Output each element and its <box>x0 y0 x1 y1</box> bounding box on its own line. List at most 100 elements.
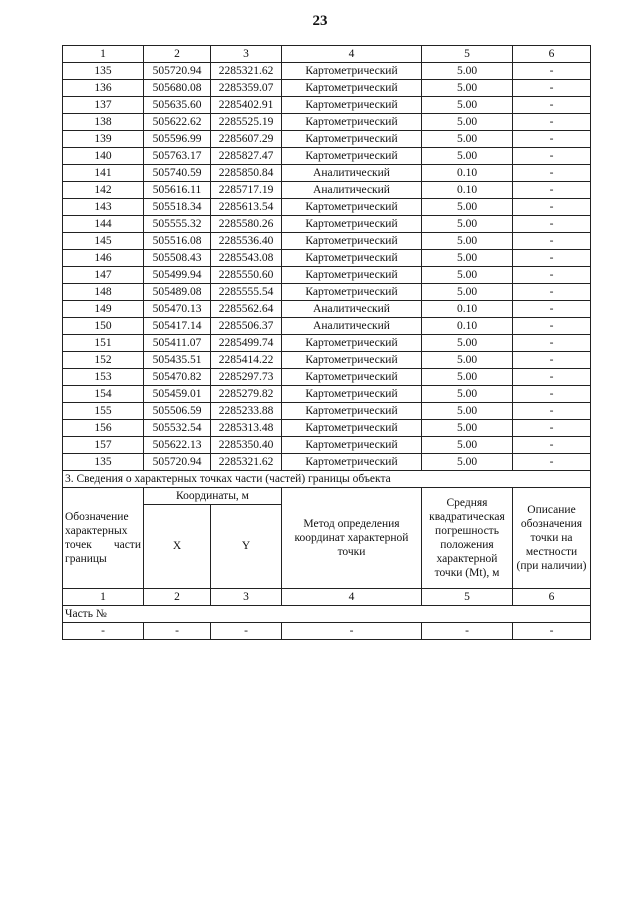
cell-error: 5.00 <box>421 385 513 403</box>
cell-description: - <box>512 113 591 131</box>
cell-description: - <box>512 164 591 182</box>
cell-description: - <box>512 147 591 165</box>
header-error: Средняя квадратическая погрешность полож… <box>421 487 513 589</box>
cell-coord-x: 505740.59 <box>143 164 211 182</box>
cell-description: - <box>512 351 591 369</box>
cell-coord-y: 2285543.08 <box>210 249 282 267</box>
cell-coord-x: 505470.82 <box>143 368 211 386</box>
cell-method: Картометрический <box>281 79 422 97</box>
cell-error: 5.00 <box>421 113 513 131</box>
cell-coord-x: 505763.17 <box>143 147 211 165</box>
cell-point-number: 154 <box>62 385 144 403</box>
cell-point-number: 148 <box>62 283 144 301</box>
col-num: 2 <box>143 45 211 63</box>
cell-method: Картометрический <box>281 266 422 284</box>
col-num: 4 <box>281 588 422 606</box>
cell-point-number: 135 <box>62 62 144 80</box>
cell-coord-y: 2285414.22 <box>210 351 282 369</box>
cell-error: 5.00 <box>421 215 513 233</box>
cell-coord-x: 505680.08 <box>143 79 211 97</box>
cell-method: Картометрический <box>281 130 422 148</box>
cell-coord-x: 505470.13 <box>143 300 211 318</box>
cell-error: 5.00 <box>421 266 513 284</box>
cell-coord-x: 505411.07 <box>143 334 211 352</box>
cell-description: - <box>512 249 591 267</box>
cell-point-number: 144 <box>62 215 144 233</box>
col-num: 1 <box>62 588 144 606</box>
table-row: 152 505435.51 2285414.22 Картометрический 5.… <box>62 351 591 369</box>
cell-method: Картометрический <box>281 113 422 131</box>
table-row: 150 505417.14 2285506.37 Аналитический 0.10- <box>62 317 591 335</box>
cell-coord-x: 505499.94 <box>143 266 211 284</box>
table-row: 155 505506.59 2285233.88 Картометрический 5.… <box>62 402 591 420</box>
header-description: Описание обозначения точки на местности … <box>512 487 591 589</box>
table-row: 157 505622.13 2285350.40 Картометрический 5.… <box>62 436 591 454</box>
table-row: 139 505596.99 2285607.29 Картометрический 5.… <box>62 130 591 148</box>
cell-point-number: 147 <box>62 266 144 284</box>
cell-point-number: 151 <box>62 334 144 352</box>
cell-description: - <box>512 419 591 437</box>
cell-coord-y: 2285313.48 <box>210 419 282 437</box>
cell-error: 5.00 <box>421 283 513 301</box>
cell-coord-y: 2285321.62 <box>210 62 282 80</box>
col-num: 3 <box>210 45 282 63</box>
table-row: 136 505680.08 2285359.07 Картометрический 5.… <box>62 79 591 97</box>
table-row: 135 505720.94 2285321.62 Картометрический 5.… <box>62 453 591 471</box>
cell-method: Аналитический <box>281 300 422 318</box>
cell-coord-x: 505417.14 <box>143 317 211 335</box>
cell: - <box>512 622 591 640</box>
cell-coord-x: 505622.13 <box>143 436 211 454</box>
cell-point-number: 136 <box>62 79 144 97</box>
cell-coord-y: 2285562.64 <box>210 300 282 318</box>
cell-error: 5.00 <box>421 147 513 165</box>
cell-description: - <box>512 198 591 216</box>
cell-method: Картометрический <box>281 453 422 471</box>
col-num: 5 <box>421 45 513 63</box>
cell-coord-y: 2285717.19 <box>210 181 282 199</box>
table-row: 142 505616.11 2285717.19 Аналитический 0.10- <box>62 181 591 199</box>
column-number-row: 1 2 3 4 5 6 <box>62 45 591 63</box>
cell-description: - <box>512 79 591 97</box>
table-row: 141 505740.59 2285850.84 Аналитический 0.10- <box>62 164 591 182</box>
table-row: 144 505555.32 2285580.26 Картометрический 5.… <box>62 215 591 233</box>
table-row: 146 505508.43 2285543.08 Картометрический 5.… <box>62 249 591 267</box>
cell-error: 5.00 <box>421 402 513 420</box>
cell-error: 0.10 <box>421 181 513 199</box>
cell-coord-x: 505508.43 <box>143 249 211 267</box>
col-num: 3 <box>210 588 282 606</box>
table-row: 140 505763.17 2285827.47 Картометрический 5.… <box>62 147 591 165</box>
cell-coord-y: 2285499.74 <box>210 334 282 352</box>
cell-coord-y: 2285607.29 <box>210 130 282 148</box>
cell-method: Картометрический <box>281 283 422 301</box>
cell-method: Картометрический <box>281 402 422 420</box>
cell-error: 5.00 <box>421 96 513 114</box>
section-title: 3. Сведения о характерных точках части (… <box>62 470 591 488</box>
cell-description: - <box>512 215 591 233</box>
cell-method: Картометрический <box>281 147 422 165</box>
cell-method: Картометрический <box>281 249 422 267</box>
cell-method: Картометрический <box>281 62 422 80</box>
cell-coord-x: 505635.60 <box>143 96 211 114</box>
cell-coord-x: 505616.11 <box>143 181 211 199</box>
cell-description: - <box>512 181 591 199</box>
cell-description: - <box>512 334 591 352</box>
table-row: 151 505411.07 2285499.74 Картометрический 5.… <box>62 334 591 352</box>
table-row: 147 505499.94 2285550.60 Картометрический 5.… <box>62 266 591 284</box>
cell: - <box>281 622 422 640</box>
part-label: Часть № <box>62 605 591 623</box>
cell-point-number: 141 <box>62 164 144 182</box>
header-y: Y <box>210 504 282 589</box>
cell-coord-x: 505489.08 <box>143 283 211 301</box>
cell-method: Картометрический <box>281 232 422 250</box>
cell-error: 5.00 <box>421 453 513 471</box>
cell-coord-x: 505720.94 <box>143 62 211 80</box>
section-header-row: Обозначение характерных точек части гран… <box>62 487 591 589</box>
cell-coord-x: 505622.62 <box>143 113 211 131</box>
header-point-designation: Обозначение характерных точек части гран… <box>62 487 144 589</box>
empty-row: - - - - - - <box>62 622 591 640</box>
cell-point-number: 143 <box>62 198 144 216</box>
cell: - <box>421 622 513 640</box>
cell-coord-y: 2285350.40 <box>210 436 282 454</box>
cell-point-number: 146 <box>62 249 144 267</box>
cell-point-number: 149 <box>62 300 144 318</box>
